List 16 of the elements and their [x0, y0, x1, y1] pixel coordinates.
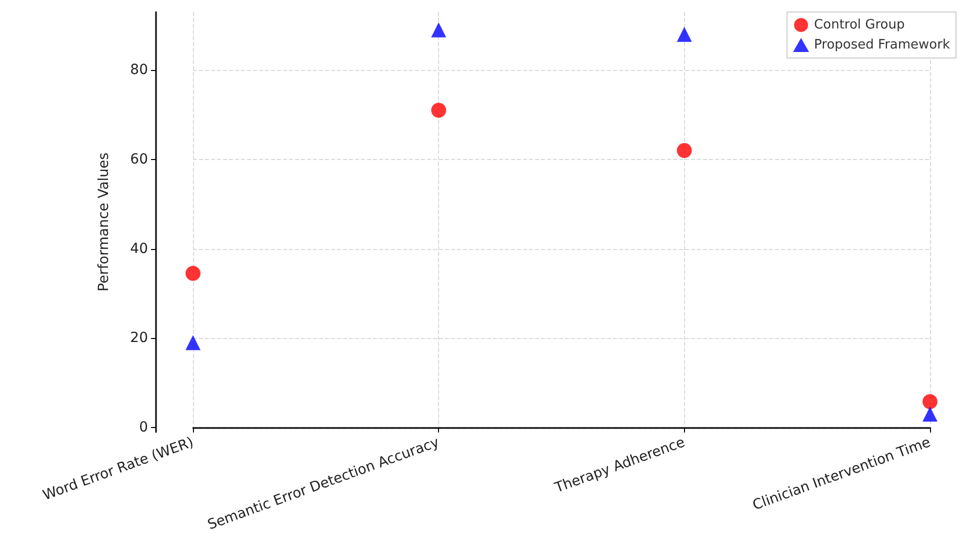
y-axis-title: Performance Values — [96, 152, 112, 292]
point — [431, 22, 446, 38]
legend-label: Proposed Framework — [814, 38, 950, 52]
point — [676, 26, 692, 42]
y-tick-label: 60 — [130, 151, 148, 168]
point — [676, 143, 692, 158]
point — [186, 335, 200, 350]
y-tick-label: 0 — [139, 420, 148, 436]
point — [186, 266, 200, 281]
y-tick-label: 80 — [130, 62, 148, 78]
point — [431, 102, 446, 118]
point — [922, 406, 938, 422]
y-tick-label: 40 — [130, 240, 148, 257]
legend-label: Control Group — [814, 18, 905, 32]
point — [922, 394, 938, 410]
y-tick-label: 20 — [130, 330, 148, 346]
